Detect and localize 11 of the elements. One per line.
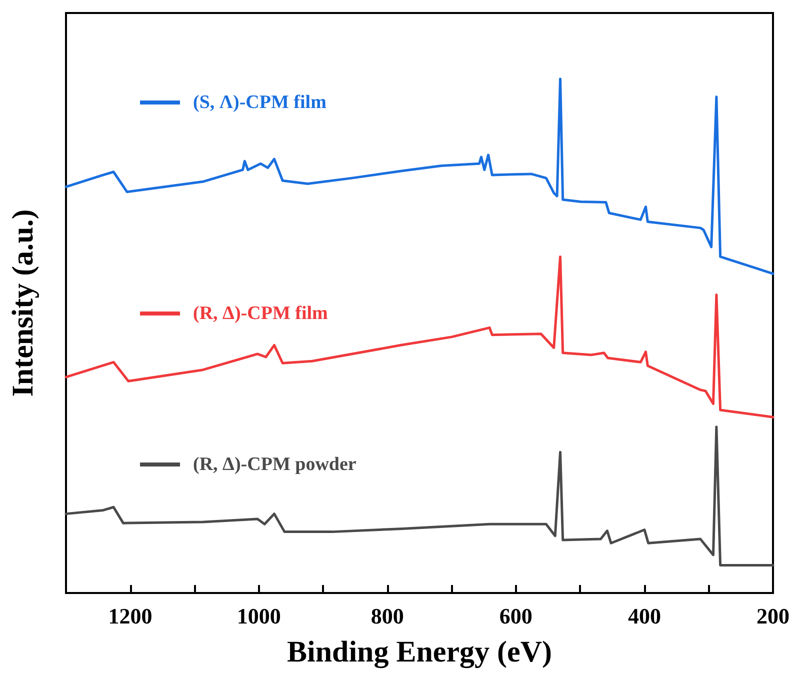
legend-label: (S, Λ)-CPM film: [193, 92, 327, 113]
x-tick-label: 400: [628, 604, 661, 628]
x-tick-label: 800: [370, 604, 404, 628]
x-axis-title: Binding Energy (eV): [286, 636, 552, 668]
x-tick-label: 200: [756, 604, 790, 628]
x-tick-label: 600: [499, 604, 532, 628]
legend-label: (R, Δ)-CPM powder: [193, 454, 357, 475]
x-tick-label: 1200: [108, 604, 152, 628]
legend-label: (R, Δ)-CPM film: [193, 303, 328, 324]
x-tick-label: 1000: [236, 604, 281, 628]
y-axis-title: Intensity (a.u.): [6, 209, 40, 397]
